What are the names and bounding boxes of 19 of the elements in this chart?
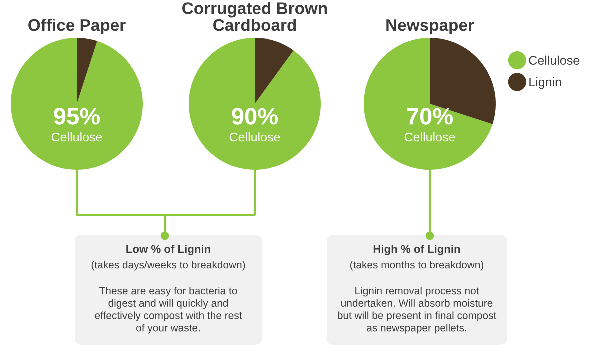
text: (takes months to breakdown) [350, 261, 484, 271]
text: High % of Lignin [374, 245, 460, 256]
pie-slice [77, 38, 98, 104]
text: (takes days/weeks to breakdown) [92, 261, 246, 271]
text: Lignin removal process not undertaken. Will absorb moisture but will be present in final compost as newspaper pellets. [338, 287, 497, 334]
pie-slice [255, 38, 294, 104]
slice-label: Cellulose [52, 132, 102, 142]
slice-label: Cellulose [404, 132, 456, 142]
chart-title: Corrugated Brown Cardboard [182, 2, 328, 32]
slice-label: Cellulose [230, 132, 280, 142]
chart-title: Office Paper [28, 18, 126, 35]
text: Low % of Lignin [126, 245, 210, 256]
data-label: 90% [232, 108, 278, 125]
chart-title: Newspaper [386, 20, 474, 35]
legend-label: Cellulose [529, 56, 580, 66]
legend-label: Lignin [530, 78, 562, 90]
data-label: 70% [407, 108, 454, 125]
data-label: 95% [54, 108, 100, 125]
text: These are easy for bacteria to digest and will quickly and effectively compost with the rest of your waste. [95, 287, 242, 334]
